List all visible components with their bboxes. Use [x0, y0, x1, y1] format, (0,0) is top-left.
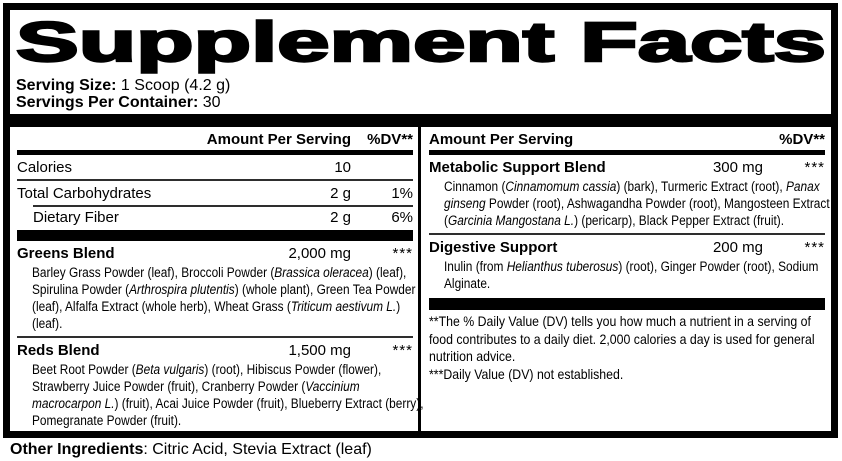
column-divider [418, 127, 421, 431]
blend-ingredients: Beet Root Powder (Beta vulgaris) (root),… [32, 362, 424, 428]
blend-name: Reds Blend [17, 342, 100, 359]
blend-dv: *** [804, 239, 825, 256]
blend-section: Reds Blend 1,500 mg *** Beet Root Powder… [17, 336, 424, 433]
blend-ingredients: Barley Grass Powder (leaf), Broccoli Pow… [32, 265, 416, 331]
nutrient-rows: Calories 10 Total Carbohydrates 2 g 1% D… [17, 155, 413, 229]
blend-section: Digestive Support 200 mg *** Inulin (fro… [429, 233, 825, 296]
nutrient-amount: 2 g [330, 209, 351, 226]
serving-size-label: Serving Size: [16, 77, 117, 94]
header-rule [429, 150, 825, 155]
servings-per-container-value: 30 [198, 94, 221, 111]
blend-header: Greens Blend 2,000 mg *** [17, 245, 413, 262]
servings-per-container-label: Servings Per Container: [16, 94, 199, 111]
nutrient-row: Calories 10 [17, 155, 413, 179]
supplement-facts-panel: Supplement Facts Serving Size: 1 Scoop (… [3, 3, 838, 438]
other-ingredients: Other Ingredients: Citric Acid, Stevia E… [10, 441, 372, 459]
blend-section: Greens Blend 2,000 mg *** Barley Grass P… [17, 241, 415, 336]
right-blends: Metabolic Support Blend 300 mg *** Cinna… [429, 155, 830, 296]
title-bar: Supplement Facts [10, 10, 831, 74]
other-ingredients-label: Other Ingredients [10, 441, 144, 458]
blend-header: Reds Blend 1,500 mg *** [17, 342, 413, 359]
blend-dv: *** [392, 342, 413, 359]
thick-rule-mid [17, 230, 413, 241]
amount-per-serving-header: Amount Per Serving [206, 131, 351, 148]
nutrient-name: Calories [17, 159, 73, 176]
footnote: **The % Daily Value (DV) tells you how m… [429, 313, 815, 364]
page-title: Supplement Facts [16, 14, 826, 73]
left-blends: Greens Blend 2,000 mg *** Barley Grass P… [17, 241, 424, 433]
right-column-header: Amount Per Serving %DV** [429, 127, 825, 150]
header-rule [17, 150, 413, 155]
blend-dv: *** [392, 245, 413, 262]
left-column-header: Amount Per Serving %DV** [17, 127, 413, 150]
left-column: Amount Per Serving %DV** Calories 10 Tot… [10, 127, 424, 433]
blend-header: Metabolic Support Blend 300 mg *** [429, 159, 825, 176]
blend-amount: 1,500 mg [288, 342, 351, 359]
footnotes: **The % Daily Value (DV) tells you how m… [429, 310, 825, 383]
blend-name: Greens Blend [17, 245, 115, 262]
dv-header: %DV** [779, 131, 825, 148]
serving-size-line: Serving Size: 1 Scoop (4.2 g) [16, 77, 831, 94]
facts-columns: Amount Per Serving %DV** Calories 10 Tot… [10, 127, 831, 431]
blend-ingredients: Cinnamon (Cinnamomum cassia) (bark), Tur… [444, 179, 830, 228]
blend-name: Digestive Support [429, 239, 558, 256]
amount-per-serving-header: Amount Per Serving [429, 131, 574, 148]
nutrient-name: Dietary Fiber [33, 209, 119, 226]
nutrient-row: Dietary Fiber 2 g 6% [17, 205, 413, 229]
nutrient-name: Total Carbohydrates [17, 185, 152, 202]
nutrient-dv: 1% [391, 185, 413, 202]
other-ingredients-value: : Citric Acid, Stevia Extract (leaf) [143, 441, 372, 458]
blend-amount: 2,000 mg [288, 245, 351, 262]
thick-rule-footnote [429, 298, 825, 310]
dv-header: %DV** [367, 131, 413, 148]
nutrient-row: Total Carbohydrates 2 g 1% [17, 179, 413, 205]
blend-section: Metabolic Support Blend 300 mg *** Cinna… [429, 155, 830, 233]
right-column: Amount Per Serving %DV** Metabolic Suppo… [421, 127, 831, 431]
thick-rule-top [10, 114, 831, 127]
nutrient-amount: 10 [334, 159, 351, 176]
blend-dv: *** [804, 159, 825, 176]
nutrient-dv: 6% [391, 209, 413, 226]
blend-amount: 200 mg [712, 239, 763, 256]
blend-ingredients: Inulin (from Helianthus tuberosus) (root… [444, 259, 819, 291]
title-graphic: Supplement Facts [15, 14, 827, 74]
blend-amount: 300 mg [712, 159, 763, 176]
servings-per-container-line: Servings Per Container: 30 [16, 94, 831, 111]
blend-name: Metabolic Support Blend [429, 159, 606, 176]
blend-header: Digestive Support 200 mg *** [429, 239, 825, 256]
serving-info: Serving Size: 1 Scoop (4.2 g) Servings P… [10, 74, 831, 111]
nutrient-amount: 2 g [330, 185, 351, 202]
serving-size-value: 1 Scoop (4.2 g) [116, 77, 231, 94]
footnote: ***Daily Value (DV) not established. [429, 365, 624, 382]
